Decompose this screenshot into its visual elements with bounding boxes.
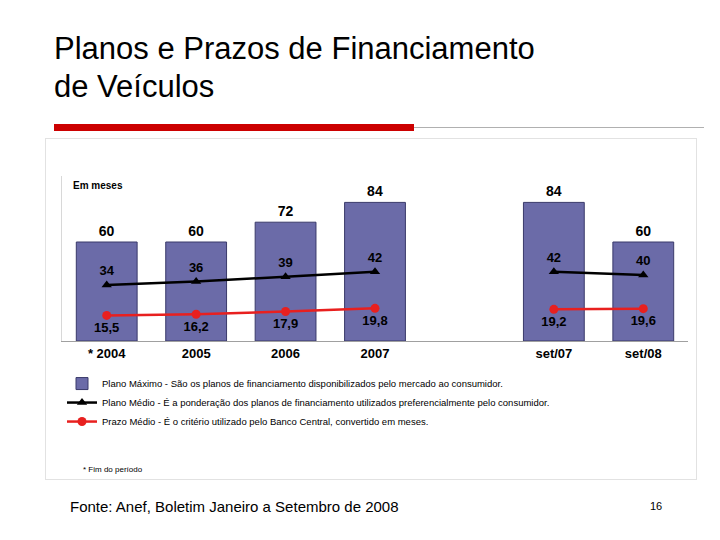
svg-text:19,2: 19,2 bbox=[541, 314, 566, 329]
svg-text:set/07: set/07 bbox=[535, 346, 572, 361]
svg-text:19,6: 19,6 bbox=[631, 313, 656, 328]
html-text:Fonte: Anef, Boletim Janeiro a: Fonte: Anef, Boletim Janeiro a Setembro … bbox=[70, 498, 399, 515]
svg-text:* Fim do período: * Fim do período bbox=[83, 465, 143, 474]
svg-text:60: 60 bbox=[635, 223, 651, 239]
html-text:16: 16 bbox=[650, 500, 663, 512]
svg-text:72: 72 bbox=[278, 203, 294, 219]
svg-text:84: 84 bbox=[546, 183, 562, 199]
svg-text:2006: 2006 bbox=[271, 346, 300, 361]
svg-text:34: 34 bbox=[99, 263, 114, 278]
svg-text:40: 40 bbox=[636, 253, 650, 268]
svg-text:2005: 2005 bbox=[182, 346, 211, 361]
html-text:Planos e Prazos de Financiamen: Planos e Prazos de Financiamento de Veíc… bbox=[54, 31, 535, 104]
svg-text:84: 84 bbox=[367, 183, 383, 199]
svg-text:Em meses: Em meses bbox=[73, 180, 123, 191]
svg-text:15,5: 15,5 bbox=[94, 320, 119, 335]
svg-text:60: 60 bbox=[99, 223, 115, 239]
svg-text:* 2004: * 2004 bbox=[88, 346, 126, 361]
svg-text:60: 60 bbox=[188, 223, 204, 239]
svg-text:Plano Máximo - São os planos d: Plano Máximo - São os planos de financia… bbox=[102, 378, 503, 389]
svg-text:39: 39 bbox=[278, 255, 292, 270]
svg-text:19,8: 19,8 bbox=[362, 313, 387, 328]
svg-text:17,9: 17,9 bbox=[273, 316, 298, 331]
svg-text:Prazo Médio - É o critério uti: Prazo Médio - É o critério utilizado pel… bbox=[102, 416, 428, 427]
svg-text:42: 42 bbox=[368, 250, 382, 265]
svg-text:42: 42 bbox=[547, 250, 561, 265]
svg-text:16,2: 16,2 bbox=[183, 319, 208, 334]
svg-text:36: 36 bbox=[189, 260, 203, 275]
svg-text:set/08: set/08 bbox=[625, 346, 662, 361]
svg-text:2007: 2007 bbox=[361, 346, 390, 361]
svg-text:Plano Médio - É a ponderação d: Plano Médio - É a ponderação dos planos … bbox=[102, 397, 549, 408]
